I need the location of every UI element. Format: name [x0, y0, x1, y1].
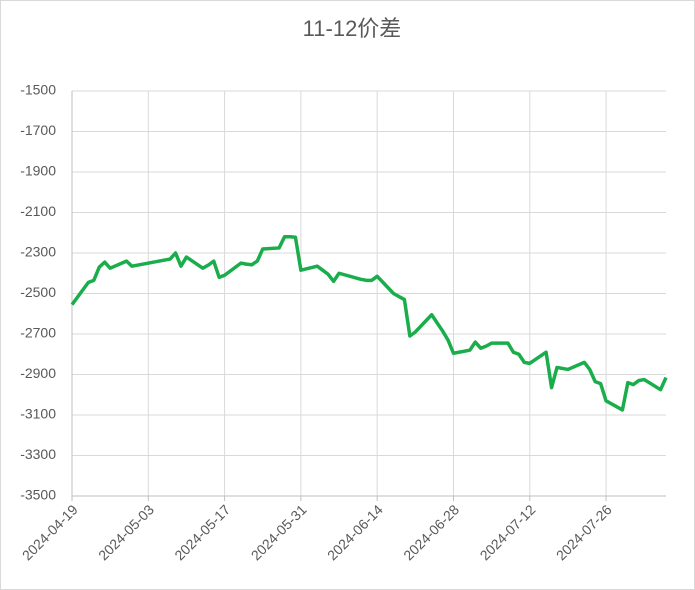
y-tick-label: -2900	[20, 365, 56, 381]
y-tick-label: -1500	[20, 82, 56, 98]
y-tick-label: -1700	[20, 122, 56, 138]
y-tick-label: -3300	[20, 446, 56, 462]
y-tick-label: -3500	[20, 487, 56, 503]
data-line	[70, 235, 668, 412]
y-tick-label: -2100	[20, 203, 56, 219]
chart-title: 11-12价差	[303, 16, 402, 41]
y-tick-label: -3100	[20, 406, 56, 422]
y-tick-label: -2300	[20, 244, 56, 260]
y-tick-label: -2700	[20, 325, 56, 341]
y-tick-label: -1900	[20, 163, 56, 179]
y-tick-label: -2500	[20, 284, 56, 300]
